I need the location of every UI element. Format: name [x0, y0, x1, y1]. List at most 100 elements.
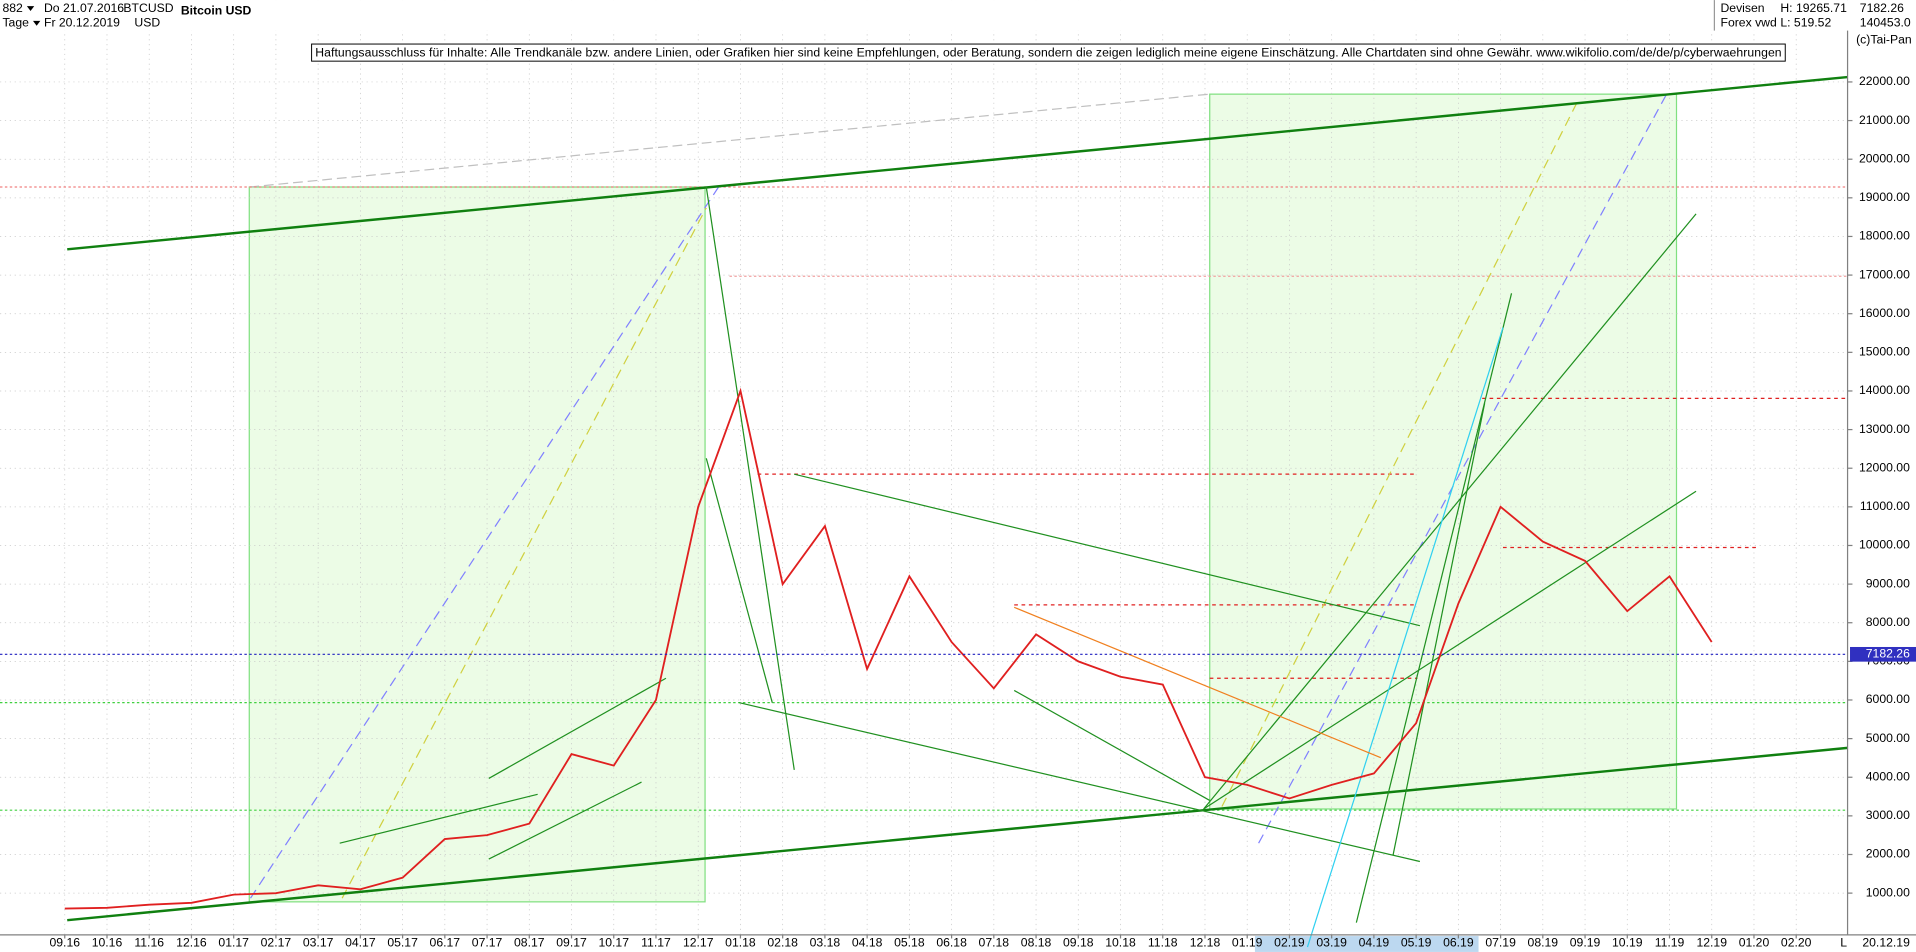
- x-tick-label: 02.20: [1781, 936, 1812, 950]
- analysis-box: [1209, 93, 1678, 810]
- trend-line: [1392, 403, 1486, 856]
- currency: USD: [134, 15, 160, 29]
- x-tick-label: 07.19: [1485, 936, 1516, 950]
- y-tick-label: 4000.00: [1866, 769, 1910, 783]
- disclaimer: Haftungsausschluss für Inhalte: Alle Tre…: [315, 45, 1781, 59]
- copyright: (c)Tai-Pan: [1856, 33, 1912, 47]
- market: Devisen: [1720, 1, 1764, 15]
- x-tick-label: 09.16: [49, 936, 80, 950]
- x-tick-label: 05.17: [387, 936, 418, 950]
- x-tick-label: 10.19: [1612, 936, 1643, 950]
- x-tick-label: 06.17: [430, 936, 461, 950]
- x-tick-label: 07.17: [472, 936, 503, 950]
- x-tick-label: 09.19: [1570, 936, 1601, 950]
- x-tick-label: 02.18: [767, 936, 798, 950]
- y-tick-label: 22000.00: [1859, 74, 1910, 88]
- x-tick-label: 09.18: [1063, 936, 1094, 950]
- y-tick-label: 12000.00: [1859, 460, 1910, 474]
- x-tick-label: 06.18: [936, 936, 967, 950]
- x-tick-label: 03.17: [303, 936, 334, 950]
- price-line: [64, 387, 1713, 910]
- trend-line: [249, 93, 1210, 188]
- x-tick-label: 01.18: [725, 936, 756, 950]
- channel-line: [67, 75, 1848, 251]
- y-tick-label: 19000.00: [1859, 190, 1910, 204]
- x-tick-label: 01.20: [1739, 936, 1770, 950]
- y-tick-label: 11000.00: [1860, 499, 1910, 513]
- trend-line: [339, 793, 538, 844]
- y-tick-label: 20000.00: [1859, 151, 1910, 165]
- x-tick-label: 11.17: [641, 936, 671, 950]
- chart-title: Bitcoin USD: [181, 3, 252, 17]
- y-tick-label: 16000.00: [1859, 306, 1910, 320]
- x-tick-label: 01.17: [218, 936, 249, 950]
- x-tick-label: 02.19: [1274, 936, 1305, 950]
- trend-line: [341, 207, 707, 899]
- trend-line: [488, 677, 667, 779]
- source: Forex vwd: [1720, 15, 1776, 29]
- dropdown-icon: [26, 6, 35, 12]
- trend-line: [1355, 293, 1513, 923]
- x-tick-label: 12.16: [176, 936, 207, 950]
- y-tick-label: 10000.00: [1859, 538, 1910, 552]
- chart-id: 882: [2, 1, 23, 15]
- scale-mode: L: [1840, 936, 1847, 950]
- y-tick-label: 3000.00: [1866, 808, 1910, 822]
- trend-line: [1013, 689, 1211, 801]
- x-tick-label: 11.19: [1655, 936, 1685, 950]
- x-tick-label: 03.18: [810, 936, 841, 950]
- x-tick-label: 10.17: [598, 936, 629, 950]
- y-tick-label: 14000.00: [1859, 383, 1910, 397]
- axis-highlight: [1254, 936, 1479, 952]
- footer-date: 20.12.19: [1862, 936, 1910, 950]
- last: 7182.26: [1860, 1, 1904, 15]
- x-tick-label: 06.19: [1443, 936, 1474, 950]
- y-tick-label: 5000.00: [1866, 731, 1910, 745]
- y-tick-label: 18000.00: [1859, 229, 1910, 243]
- y-tick-label: 17000.00: [1859, 267, 1910, 281]
- trend-line: [1203, 213, 1697, 810]
- x-tick-label: 08.18: [1021, 936, 1052, 950]
- last-price-box: [1850, 646, 1916, 662]
- x-tick-label: 01.19: [1232, 936, 1263, 950]
- trend-line: [1203, 490, 1697, 810]
- trend-line: [488, 781, 642, 860]
- y-tick-label: 8000.00: [1866, 615, 1910, 629]
- x-tick-label: 12.19: [1696, 936, 1727, 950]
- y-tick-label: 21000.00: [1859, 113, 1910, 127]
- x-tick-label: 10.16: [92, 936, 123, 950]
- last-price-label: 7182.26: [1866, 647, 1910, 661]
- trend-line: [1221, 103, 1577, 807]
- x-tick-label: 04.19: [1359, 936, 1390, 950]
- dropdown-icon: [32, 20, 41, 26]
- disclaimer-box: [311, 43, 1786, 62]
- x-tick-label: 10.18: [1105, 936, 1136, 950]
- x-tick-label: 11.18: [1148, 936, 1178, 950]
- x-tick-label: 09.17: [556, 936, 587, 950]
- symbol: BTCUSD: [123, 1, 173, 15]
- channel-line: [67, 746, 1848, 922]
- x-tick-label: 08.19: [1528, 936, 1559, 950]
- x-tick-label: 12.17: [683, 936, 714, 950]
- x-tick-label: 02.17: [261, 936, 292, 950]
- series: [0, 387, 1848, 910]
- trend-line: [705, 186, 795, 770]
- y-tick-label: 13000.00: [1859, 422, 1910, 436]
- x-tick-label: 07.18: [979, 936, 1010, 950]
- y-tick-label: 2000.00: [1866, 847, 1910, 861]
- trend-line: [739, 702, 1421, 863]
- y-tick-label: 1000.00: [1866, 885, 1910, 899]
- y-tick-label: 6000.00: [1866, 692, 1910, 706]
- trend-line: [1013, 606, 1382, 759]
- high: H: 19265.71: [1780, 1, 1847, 15]
- trend-line: [794, 473, 1421, 627]
- drawing-layer: [248, 93, 1678, 952]
- volume: 140453.0: [1860, 15, 1911, 29]
- analysis-box: [248, 186, 706, 903]
- x-tick-label: 11.16: [134, 936, 164, 950]
- x-tick-label: 08.17: [514, 936, 545, 950]
- grid: [0, 0, 1853, 939]
- x-tick-label: 04.18: [852, 936, 883, 950]
- trend-line: [1306, 327, 1504, 948]
